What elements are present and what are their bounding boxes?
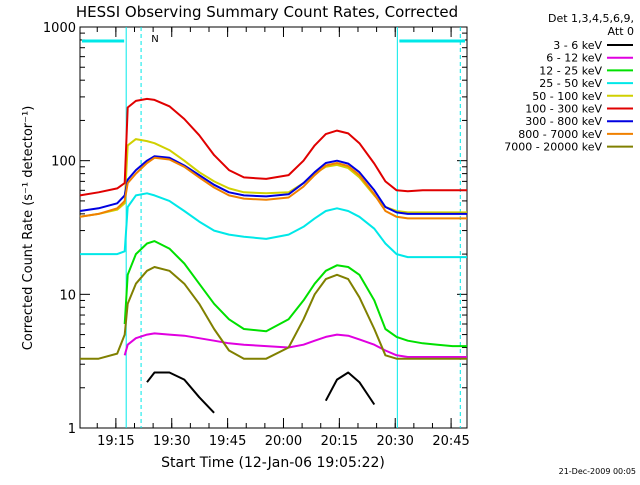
- x-tick-label: 20:45: [432, 434, 469, 449]
- y-tick-label: 100: [51, 155, 76, 170]
- legend-entry-label: 7000 - 20000 keV: [504, 141, 602, 154]
- flag-label: N: [151, 34, 158, 45]
- legend-title-line: Att 0: [608, 25, 634, 38]
- y-tick-label: 10: [59, 288, 76, 303]
- y-tick-label: 1000: [43, 21, 76, 36]
- series-line-8: [80, 266, 467, 360]
- legend-entry-label: 12 - 25 keV: [539, 64, 602, 77]
- y-tick-labels: 1 10 100 1000: [43, 21, 76, 437]
- x-tick-label: 19:45: [209, 434, 246, 449]
- x-tick-label: 19:30: [153, 434, 190, 449]
- x-tick-label: 20:15: [321, 434, 358, 449]
- legend-entry-label: 300 - 800 keV: [525, 115, 602, 128]
- legend-title-line: Det 1,3,4,5,6,9,: [548, 12, 634, 25]
- axis-ticks: [80, 26, 467, 429]
- x-tick-label: 19:15: [97, 434, 134, 449]
- series-line-4: [79, 138, 467, 218]
- time-markers: [82, 27, 465, 428]
- series-line-1: [123, 332, 467, 358]
- legend-entry-label: 25 - 50 keV: [539, 77, 602, 90]
- legend-entry-label: 3 - 6 keV: [553, 39, 602, 52]
- series-line-6: [79, 155, 467, 215]
- legend-entry-label: 50 - 100 keV: [532, 90, 602, 103]
- series-line-3: [80, 192, 467, 259]
- legend-entry-label: 800 - 7000 keV: [518, 128, 602, 141]
- x-tick-label: 20:00: [265, 434, 302, 449]
- series-line-0: [146, 371, 376, 414]
- series-line-2: [123, 240, 467, 348]
- legend-entry-label: 6 - 12 keV: [546, 52, 602, 65]
- series-line-5: [79, 97, 467, 197]
- timestamp: 21-Dec-2009 00:05: [559, 467, 636, 476]
- series-lines: [79, 97, 467, 414]
- x-axis-label: Start Time (12-Jan-06 19:05:22): [161, 455, 385, 471]
- y-axis-label: Corrected Count Rate (s⁻¹ detector⁻¹): [21, 106, 36, 351]
- plot-area-frame: [79, 26, 468, 429]
- series-line-7: [79, 156, 467, 220]
- x-tick-label: 20:30: [376, 434, 413, 449]
- y-tick-label: 1: [68, 422, 76, 437]
- x-tick-labels: 19:15 19:30 19:45 20:00 20:15 20:30 20:45: [97, 434, 470, 449]
- chart-title: HESSI Observing Summary Count Rates, Cor…: [76, 3, 458, 21]
- legend-entry-label: 100 - 300 keV: [525, 103, 602, 116]
